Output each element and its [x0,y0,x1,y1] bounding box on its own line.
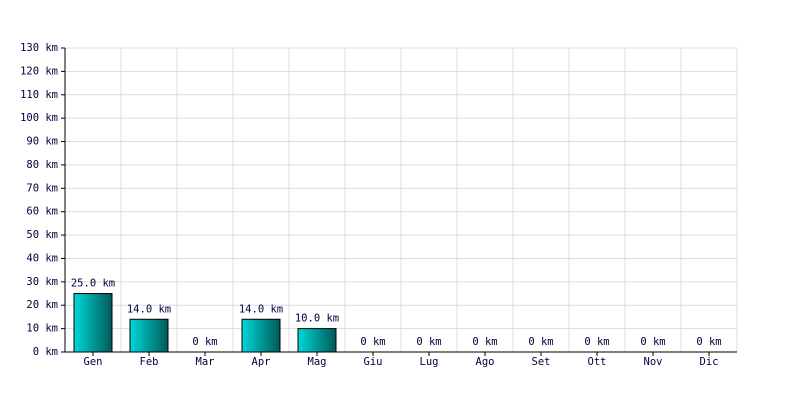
x-tick-label: Set [532,356,551,368]
value-label: 0 km [584,336,609,348]
y-tick-label: 50 km [26,229,58,241]
value-label: 0 km [472,336,497,348]
y-tick-label: 0 km [33,346,58,358]
y-tick-label: 90 km [26,136,58,148]
y-tick-label: 40 km [26,252,58,264]
x-tick-label: Dic [700,356,719,368]
y-tick-label: 30 km [26,276,58,288]
value-label: 0 km [640,336,665,348]
y-tick-label: 100 km [20,112,58,124]
value-label: 0 km [528,336,553,348]
value-label: 25.0 km [71,278,115,290]
x-tick-label: Giu [364,356,383,368]
value-label: 0 km [192,336,217,348]
bar [241,318,281,353]
x-tick-label: Ott [588,356,607,368]
value-label: 0 km [416,336,441,348]
x-tick-label: Lug [420,356,439,368]
y-tick-label: 120 km [20,65,58,77]
x-tick-label: Gen [84,356,103,368]
value-label: 0 km [360,336,385,348]
x-tick-label: Nov [644,356,663,368]
y-tick-label: 60 km [26,206,58,218]
bar [129,318,169,353]
y-tick-label: 70 km [26,182,58,194]
value-label: 14.0 km [239,303,283,315]
y-tick-label: 20 km [26,299,58,311]
x-tick-label: Ago [476,356,495,368]
bar [297,328,337,353]
y-tick-label: 130 km [20,42,58,54]
x-tick-label: Mar [196,356,215,368]
x-tick-label: Feb [140,356,159,368]
x-tick-label: Mag [308,356,327,368]
y-tick-label: 80 km [26,159,58,171]
value-label: 14.0 km [127,303,171,315]
value-label: 10.0 km [295,313,339,325]
y-tick-label: 110 km [20,89,58,101]
y-tick-label: 10 km [26,323,58,335]
value-label: 0 km [696,336,721,348]
bar [73,293,113,353]
x-tick-label: Apr [252,356,271,368]
